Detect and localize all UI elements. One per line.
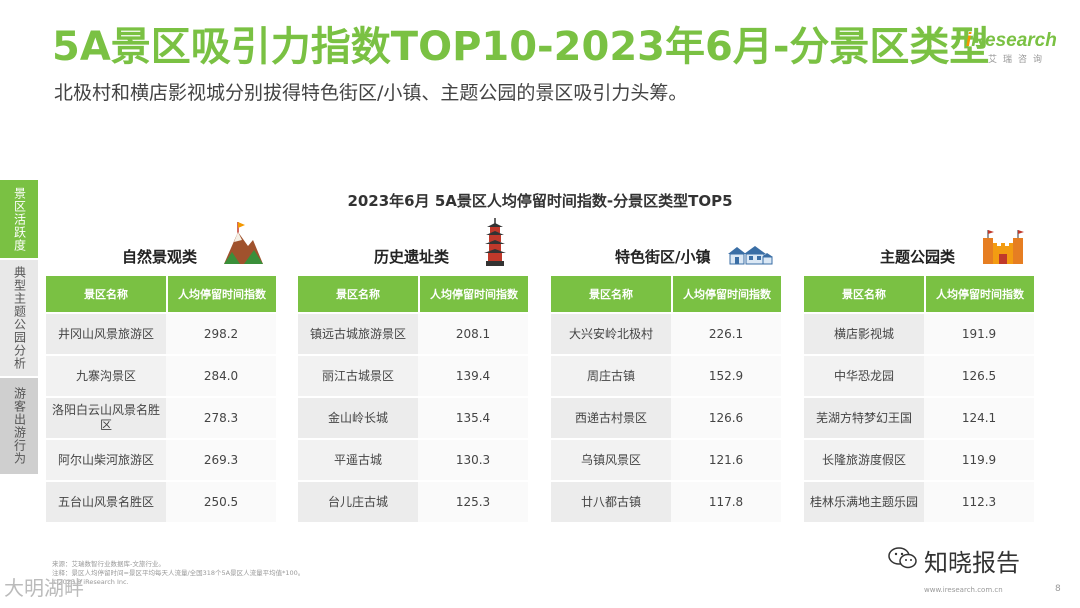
iresearch-logo: iResearch 艾瑞咨询 [966,30,1057,65]
table-row: 西递古村景区 126.6 [551,396,781,438]
ranking-table: 景区名称 人均停留时间指数 横店影视城 191.9 中华恐龙园 126.5 芜湖方特… [804,276,1034,522]
section-tabs: 景区活跃度 典型主题公园分析 游客出游行为 [0,180,38,474]
scenic-name: 中华恐龙园 [804,354,924,396]
index-value: 126.6 [671,396,781,438]
table-row: 大兴安岭北极村 226.1 [551,312,781,354]
index-value: 135.4 [418,396,528,438]
source-note: 来源：艾瑞数智行业数据库-文旅行业。 注释：景区人均停留时间=景区平均每天人流量… [52,560,305,586]
index-value: 121.6 [671,438,781,480]
table-row: 横店影视城 191.9 [804,312,1034,354]
scenic-name: 大兴安岭北极村 [551,312,671,354]
index-value: 124.1 [924,396,1034,438]
tab-theme-park-analysis[interactable]: 典型主题公园分析 [0,258,38,376]
houses-icon [727,244,773,270]
index-value: 298.2 [166,312,276,354]
category-title: 自然景观类 [122,248,198,266]
index-value: 278.3 [166,396,276,438]
scenic-name: 芜湖方特梦幻王国 [804,396,924,438]
tab-tourist-behavior[interactable]: 游客出游行为 [0,376,38,474]
index-value: 226.1 [671,312,781,354]
category-title: 历史遗址类 [374,248,450,266]
castle-icon [980,230,1026,270]
table-row: 芜湖方特梦幻王国 124.1 [804,396,1034,438]
scenic-name: 长隆旅游度假区 [804,438,924,480]
table-row: 洛阳白云山风景名胜区 278.3 [46,396,276,438]
index-value: 119.9 [924,438,1034,480]
table-row: 阿尔山柴河旅游区 269.3 [46,438,276,480]
index-value: 112.3 [924,480,1034,522]
column-header-name: 景区名称 [298,276,418,312]
table-row: 平遥古城 130.3 [298,438,528,480]
category-title: 特色街区/小镇 [615,248,711,266]
scenic-name: 平遥古城 [298,438,418,480]
scenic-name: 周庄古镇 [551,354,671,396]
table-row: 镇远古城旅游景区 208.1 [298,312,528,354]
index-value: 126.5 [924,354,1034,396]
index-value: 208.1 [418,312,528,354]
ranking-table: 景区名称 人均停留时间指数 大兴安岭北极村 226.1 周庄古镇 152.9 西递古… [551,276,781,522]
column-header-name: 景区名称 [46,276,166,312]
wechat-icon [888,546,918,576]
index-value: 117.8 [671,480,781,522]
page-title: 5A景区吸引力指数TOP10-2023年6月-分景区类型 [52,24,990,70]
scenic-name: 台儿庄古城 [298,480,418,522]
category-title: 主题公园类 [880,248,956,266]
scenic-name: 镇远古城旅游景区 [298,312,418,354]
scenic-name: 廿八都古镇 [551,480,671,522]
scenic-name: 洛阳白云山风景名胜区 [46,396,166,438]
page-number: 8 [1055,584,1061,594]
table-row: 五台山风景名胜区 250.5 [46,480,276,522]
column-header-name: 景区名称 [551,276,671,312]
column-header-name: 景区名称 [804,276,924,312]
scenic-name: 井冈山风景旅游区 [46,312,166,354]
watermark-left: 大明湖畔 [4,576,84,600]
watermark-right: 知晓报告 [888,543,1020,578]
category-panel-street-town: 特色街区/小镇 景区名称 人均停留时间指数 大兴安岭北极村 226.1 周庄古镇 1… [551,236,781,522]
scenic-name: 桂林乐满地主题乐园 [804,480,924,522]
table-row: 乌镇风景区 121.6 [551,438,781,480]
table-row: 桂林乐满地主题乐园 112.3 [804,480,1034,522]
index-value: 269.3 [166,438,276,480]
table-row: 井冈山风景旅游区 298.2 [46,312,276,354]
table-row: 长隆旅游度假区 119.9 [804,438,1034,480]
index-value: 191.9 [924,312,1034,354]
scenic-name: 五台山风景名胜区 [46,480,166,522]
footer-site: www.iresearch.com.cn [924,586,1003,594]
category-panel-historic: 历史遗址类 景区名称 人均停留时间指数 镇远古城旅游景区 208.1 丽江古城景区… [298,218,528,522]
mountain-icon [222,218,264,270]
chart-title: 2023年6月 5A景区人均停留时间指数-分景区类型TOP5 [347,192,733,210]
category-panel-natural: 自然景观类 景区名称 人均停留时间指数 井冈山风景旅游区 298.2 九寨沟景区 2… [46,222,276,522]
tab-activity[interactable]: 景区活跃度 [0,180,38,258]
table-row: 九寨沟景区 284.0 [46,354,276,396]
index-value: 125.3 [418,480,528,522]
column-header-index: 人均停留时间指数 [166,276,276,312]
scenic-name: 乌镇风景区 [551,438,671,480]
scenic-name: 金山岭长城 [298,396,418,438]
ranking-table: 景区名称 人均停留时间指数 镇远古城旅游景区 208.1 丽江古城景区 139.4 … [298,276,528,522]
column-header-index: 人均停留时间指数 [924,276,1034,312]
category-panel-theme-park: 主题公园类 景区名称 人均停留时间指数 横店影视城 191.9 中华恐龙园 126.… [804,230,1034,522]
index-value: 139.4 [418,354,528,396]
scenic-name: 横店影视城 [804,312,924,354]
index-value: 284.0 [166,354,276,396]
column-header-index: 人均停留时间指数 [671,276,781,312]
ranking-table: 景区名称 人均停留时间指数 井冈山风景旅游区 298.2 九寨沟景区 284.0 洛… [46,276,276,522]
table-row: 金山岭长城 135.4 [298,396,528,438]
table-row: 丽江古城景区 139.4 [298,354,528,396]
table-row: 中华恐龙园 126.5 [804,354,1034,396]
index-value: 130.3 [418,438,528,480]
index-value: 250.5 [166,480,276,522]
index-value: 152.9 [671,354,781,396]
scenic-name: 阿尔山柴河旅游区 [46,438,166,480]
column-header-index: 人均停留时间指数 [418,276,528,312]
table-row: 周庄古镇 152.9 [551,354,781,396]
table-row: 台儿庄古城 125.3 [298,480,528,522]
scenic-name: 丽江古城景区 [298,354,418,396]
pagoda-icon [484,218,506,276]
scenic-name: 西递古村景区 [551,396,671,438]
scenic-name: 九寨沟景区 [46,354,166,396]
page-subtitle: 北极村和横店影视城分别拔得特色街区/小镇、主题公园的景区吸引力头筹。 [54,82,688,104]
table-row: 廿八都古镇 117.8 [551,480,781,522]
